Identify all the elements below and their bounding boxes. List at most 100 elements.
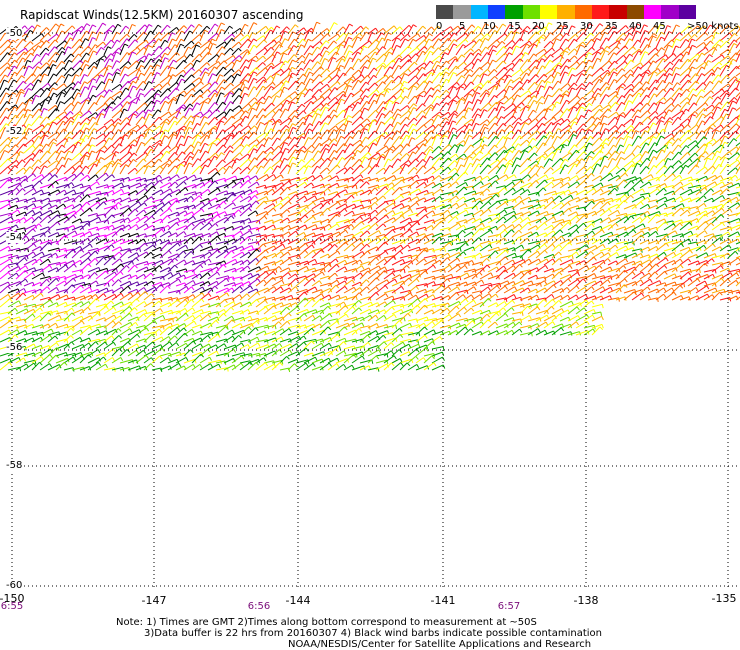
wind-barb-tick: [512, 187, 516, 192]
wind-barb: [703, 81, 711, 91]
wind-barb: [231, 55, 240, 63]
wind-barb-tick: [151, 87, 156, 92]
wind-barb: [679, 137, 689, 147]
wind-barb: [431, 47, 439, 56]
wind-barb: [199, 67, 206, 77]
wind-barb: [647, 60, 654, 70]
wind-barb: [343, 75, 354, 84]
wind-barb: [351, 89, 362, 98]
wind-barb: [191, 24, 200, 35]
wind-barb: [727, 79, 736, 91]
wind-barb-tick: [284, 60, 289, 64]
wind-barb-tick: [60, 150, 65, 154]
wind-barb-tick: [647, 110, 651, 115]
wind-barb-tick: [176, 174, 180, 179]
wind-barb-tick: [476, 158, 481, 162]
wind-barb: [231, 209, 240, 217]
wind-barb-tick: [630, 88, 634, 93]
wind-barb-tick: [478, 48, 482, 53]
wind-barb: [55, 51, 63, 63]
wind-barb: [295, 116, 304, 126]
wind-barb-tick: [494, 25, 499, 29]
wind-barb-tick: [433, 182, 436, 187]
wind-barb-tick: [48, 96, 52, 101]
wind-barb: [191, 94, 201, 105]
wind-barb: [735, 106, 740, 112]
wind-barb-tick: [307, 165, 312, 168]
wind-barb-tick: [708, 141, 713, 145]
wind-barb-tick: [694, 111, 699, 115]
wind-barb: [671, 59, 680, 70]
wind-barb-tick: [7, 137, 12, 142]
wind-barb-tick: [29, 113, 34, 117]
wind-barb-tick: [591, 90, 595, 94]
wind-barb-tick: [644, 51, 649, 54]
wind-barb-tick: [647, 211, 651, 215]
wind-barb-tick: [132, 80, 137, 84]
wind-barb: [551, 38, 557, 49]
wind-barb-tick: [40, 87, 45, 92]
wind-barb: [39, 123, 49, 133]
wind-barb: [591, 92, 599, 105]
wind-barb-tick: [695, 144, 700, 149]
wind-barb: [327, 87, 336, 98]
wind-barb: [47, 52, 57, 63]
wind-barb-tick: [77, 29, 82, 33]
wind-barb-tick: [661, 47, 665, 51]
wind-barb-tick: [571, 74, 576, 77]
wind-barb: [527, 31, 537, 42]
wind-barb: [311, 32, 322, 42]
wind-barb-tick: [437, 64, 442, 68]
wind-barb-tick: [573, 106, 578, 109]
wind-barb-tick: [438, 38, 443, 42]
wind-barb: [455, 75, 463, 84]
wind-barb-tick: [437, 25, 442, 29]
wind-barb-tick: [385, 201, 389, 205]
wind-barb: [167, 38, 173, 49]
wind-barb: [119, 191, 130, 196]
wind-barb: [367, 51, 376, 63]
wind-barb-tick: [555, 191, 558, 196]
wind-barb: [375, 37, 383, 49]
wind-barb-tick: [92, 31, 97, 35]
wind-barb-tick: [145, 195, 149, 200]
wind-barb-tick: [501, 106, 506, 109]
wind-barb-tick: [108, 106, 113, 109]
wind-barb-tick: [244, 23, 249, 27]
wind-barb-tick: [632, 27, 636, 31]
wind-barb: [711, 54, 723, 63]
wind-barb-tick: [464, 203, 468, 208]
wind-barb: [119, 151, 131, 161]
wind-barb-tick: [391, 187, 395, 191]
wind-barb-tick: [127, 61, 132, 65]
wind-barb-tick: [424, 46, 428, 50]
wind-barb: [519, 157, 529, 168]
wind-barb-tick: [543, 73, 548, 78]
wind-barb: [127, 167, 136, 175]
wind-barb: [215, 79, 225, 91]
wind-barb-tick: [54, 174, 58, 178]
wind-barb-tick: [253, 38, 258, 42]
wind-barb-tick: [631, 160, 635, 165]
wind-barb: [423, 80, 430, 91]
wind-barb-tick: [36, 24, 41, 28]
wind-barb-tick: [60, 23, 65, 27]
wind-barb: [631, 179, 642, 189]
wind-barb-tick: [622, 83, 626, 87]
wind-barb-tick: [212, 43, 217, 46]
wind-barb-tick: [535, 118, 539, 122]
wind-barb-tick: [80, 208, 85, 213]
wind-barb: [63, 67, 72, 77]
wind-barb-tick: [541, 96, 546, 100]
wind-barb: [687, 94, 694, 105]
wind-barb: [223, 47, 231, 56]
wind-barb: [335, 26, 344, 35]
wind-barb-tick: [172, 74, 177, 78]
wind-barb-tick: [485, 23, 490, 26]
wind-barb-tick: [36, 53, 41, 57]
wind-barb-tick: [503, 145, 508, 150]
wind-barb-tick: [79, 45, 84, 49]
wind-barb-tick: [524, 122, 529, 125]
wind-barb: [511, 87, 522, 98]
wind-barb-tick: [288, 95, 293, 100]
